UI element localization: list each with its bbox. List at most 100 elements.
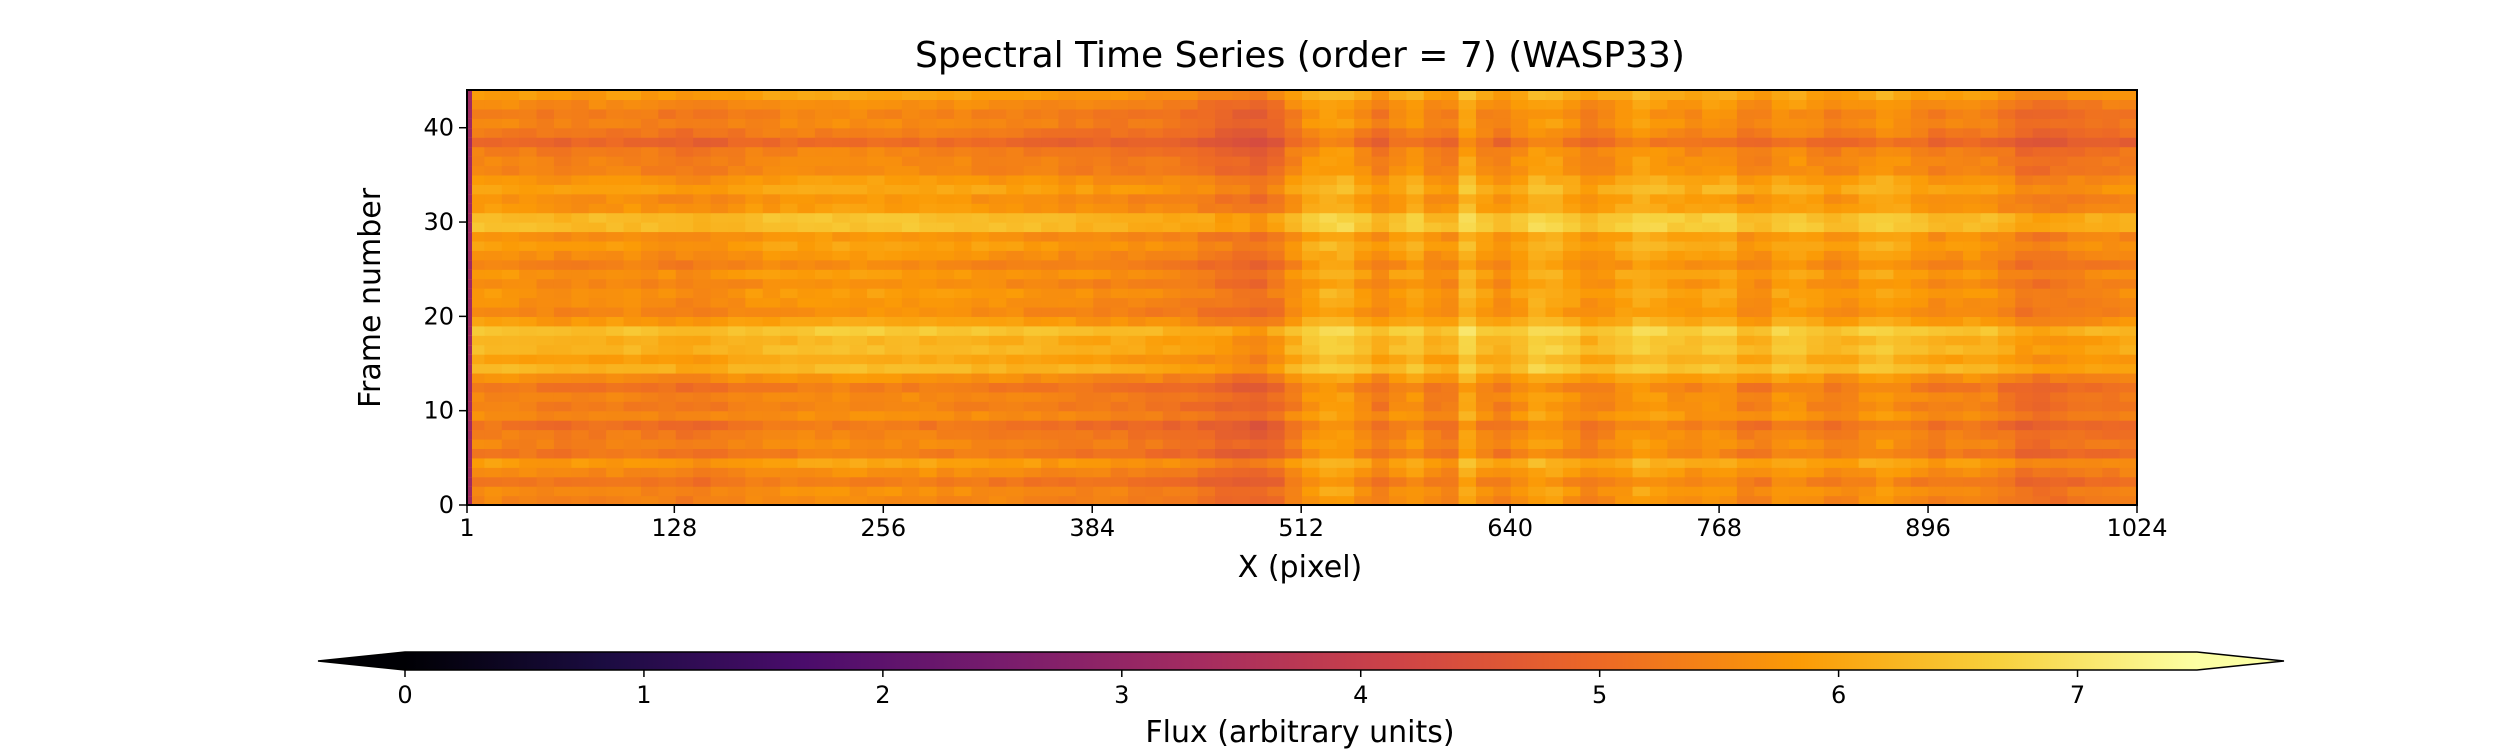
heatmap-cell xyxy=(675,335,694,346)
heatmap-cell xyxy=(1562,401,1581,412)
heatmap-cell xyxy=(640,108,659,119)
heatmap-cell xyxy=(1441,278,1460,289)
heatmap-cell xyxy=(1823,316,1842,327)
heatmap-cell xyxy=(988,231,1007,242)
heatmap-cell xyxy=(1684,278,1703,289)
heatmap-cell xyxy=(710,495,729,506)
heatmap-cell xyxy=(1806,259,1825,270)
heatmap-cell xyxy=(553,269,572,280)
heatmap-cell xyxy=(1441,108,1460,119)
heatmap-cell xyxy=(1110,335,1129,346)
heatmap-cell xyxy=(1458,420,1477,431)
heatmap-cell xyxy=(1997,184,2016,195)
heatmap-cell xyxy=(727,391,746,402)
heatmap-cell xyxy=(1632,372,1651,383)
heatmap-cell xyxy=(1354,165,1373,176)
heatmap-cell xyxy=(1823,165,1842,176)
heatmap-cell xyxy=(1336,259,1355,270)
heatmap-cell xyxy=(2102,495,2121,506)
heatmap-cell xyxy=(1980,372,1999,383)
heatmap-cell xyxy=(1006,288,1025,299)
heatmap-cell xyxy=(1058,174,1077,185)
heatmap-cell xyxy=(588,288,607,299)
heatmap-cell xyxy=(1302,250,1320,261)
heatmap-cell xyxy=(1545,448,1564,459)
heatmap-cell xyxy=(1980,438,1999,450)
heatmap-cell xyxy=(710,156,729,167)
heatmap-cell xyxy=(1597,137,1616,148)
heatmap-cell xyxy=(1980,174,1999,185)
heatmap-cell xyxy=(797,448,816,459)
heatmap-cell xyxy=(1093,240,1112,251)
heatmap-cell xyxy=(536,354,555,365)
heatmap-cell xyxy=(1615,278,1634,289)
heatmap-cell xyxy=(971,429,990,440)
heatmap-cell xyxy=(710,476,729,487)
heatmap-cell xyxy=(1910,382,1929,393)
heatmap-cell xyxy=(1806,90,1825,101)
heatmap-cell xyxy=(1006,372,1025,383)
heatmap-cell xyxy=(745,184,764,195)
heatmap-cell xyxy=(2015,382,2034,393)
heatmap-cell xyxy=(954,448,973,459)
heatmap-cell xyxy=(1545,174,1564,185)
heatmap-cell xyxy=(2015,410,2034,421)
heatmap-cell xyxy=(1910,127,1929,138)
heatmap-cell xyxy=(971,363,990,374)
heatmap-cell xyxy=(1667,184,1686,195)
heatmap-cell xyxy=(1058,457,1077,468)
heatmap-cell xyxy=(936,325,955,336)
heatmap-cell xyxy=(1319,165,1338,176)
heatmap-cell xyxy=(1232,429,1251,440)
heatmap-cell xyxy=(1128,222,1147,233)
heatmap-cell xyxy=(1510,457,1529,468)
heatmap-cell xyxy=(1336,420,1355,431)
heatmap-cell xyxy=(1963,156,1982,167)
heatmap-cell xyxy=(1128,391,1147,402)
heatmap-cell xyxy=(1145,184,1164,195)
heatmap-cell xyxy=(1215,174,1234,185)
heatmap-cell xyxy=(1197,476,1216,487)
heatmap-cell xyxy=(1580,306,1599,317)
heatmap-cell xyxy=(745,486,764,497)
heatmap-cell xyxy=(1006,344,1025,355)
heatmap-cell xyxy=(1945,420,1964,431)
heatmap-cell xyxy=(988,118,1007,129)
heatmap-cell xyxy=(1632,467,1651,478)
heatmap-cell xyxy=(1858,193,1877,204)
heatmap-cell xyxy=(1023,108,1042,119)
heatmap-row xyxy=(467,90,2138,101)
heatmap-cell xyxy=(693,306,712,317)
heatmap-cell xyxy=(1110,137,1129,148)
heatmap-cell xyxy=(2032,184,2051,195)
heatmap-cell xyxy=(1580,401,1599,412)
heatmap-cell xyxy=(675,467,694,478)
heatmap-cell xyxy=(1858,335,1877,346)
heatmap-cell xyxy=(1093,174,1112,185)
heatmap-cell xyxy=(1980,259,1999,270)
heatmap-cell xyxy=(658,231,677,242)
heatmap-cell xyxy=(1823,372,1842,383)
heatmap-cell xyxy=(1319,448,1338,459)
heatmap-cell xyxy=(1406,344,1425,355)
heatmap-cell xyxy=(1667,448,1686,459)
heatmap-cell xyxy=(1284,316,1303,327)
heatmap-cell xyxy=(2084,354,2103,365)
heatmap-cell xyxy=(1215,429,1234,440)
heatmap-cell xyxy=(919,476,938,487)
heatmap-cell xyxy=(1632,391,1651,402)
heatmap-cell xyxy=(1649,335,1668,346)
heatmap-cell xyxy=(762,363,781,374)
heatmap-cell xyxy=(658,193,677,204)
heatmap-cell xyxy=(1876,156,1895,167)
heatmap-cell xyxy=(1823,495,1842,506)
heatmap-row xyxy=(467,231,2138,242)
heatmap-cell xyxy=(1302,259,1320,270)
heatmap-cell xyxy=(1632,99,1651,110)
heatmap-cell xyxy=(1945,99,1964,110)
heatmap-cell xyxy=(1284,476,1303,487)
heatmap-cell xyxy=(1423,429,1442,440)
heatmap-cell xyxy=(1110,382,1129,393)
heatmap-cell xyxy=(693,354,712,365)
heatmap-cell xyxy=(762,372,781,383)
